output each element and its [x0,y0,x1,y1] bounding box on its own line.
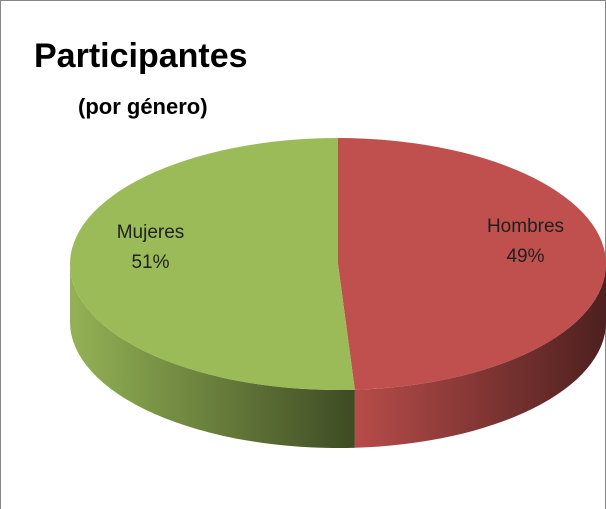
pie-slice [70,138,355,390]
pie-slice [338,138,606,390]
chart-subtitle: (por género) [78,94,208,119]
slice-label: Mujeres [117,222,185,243]
slice-value-label: 49% [506,246,544,267]
plot-area: Hombres 49% Mujeres 51% [70,138,606,449]
pie-side-shade [354,264,606,448]
slice-value-label: 51% [131,252,169,273]
slice-label: Hombres [487,216,564,237]
pie-side-shade [70,264,355,449]
chart-title: Participantes [34,37,248,75]
